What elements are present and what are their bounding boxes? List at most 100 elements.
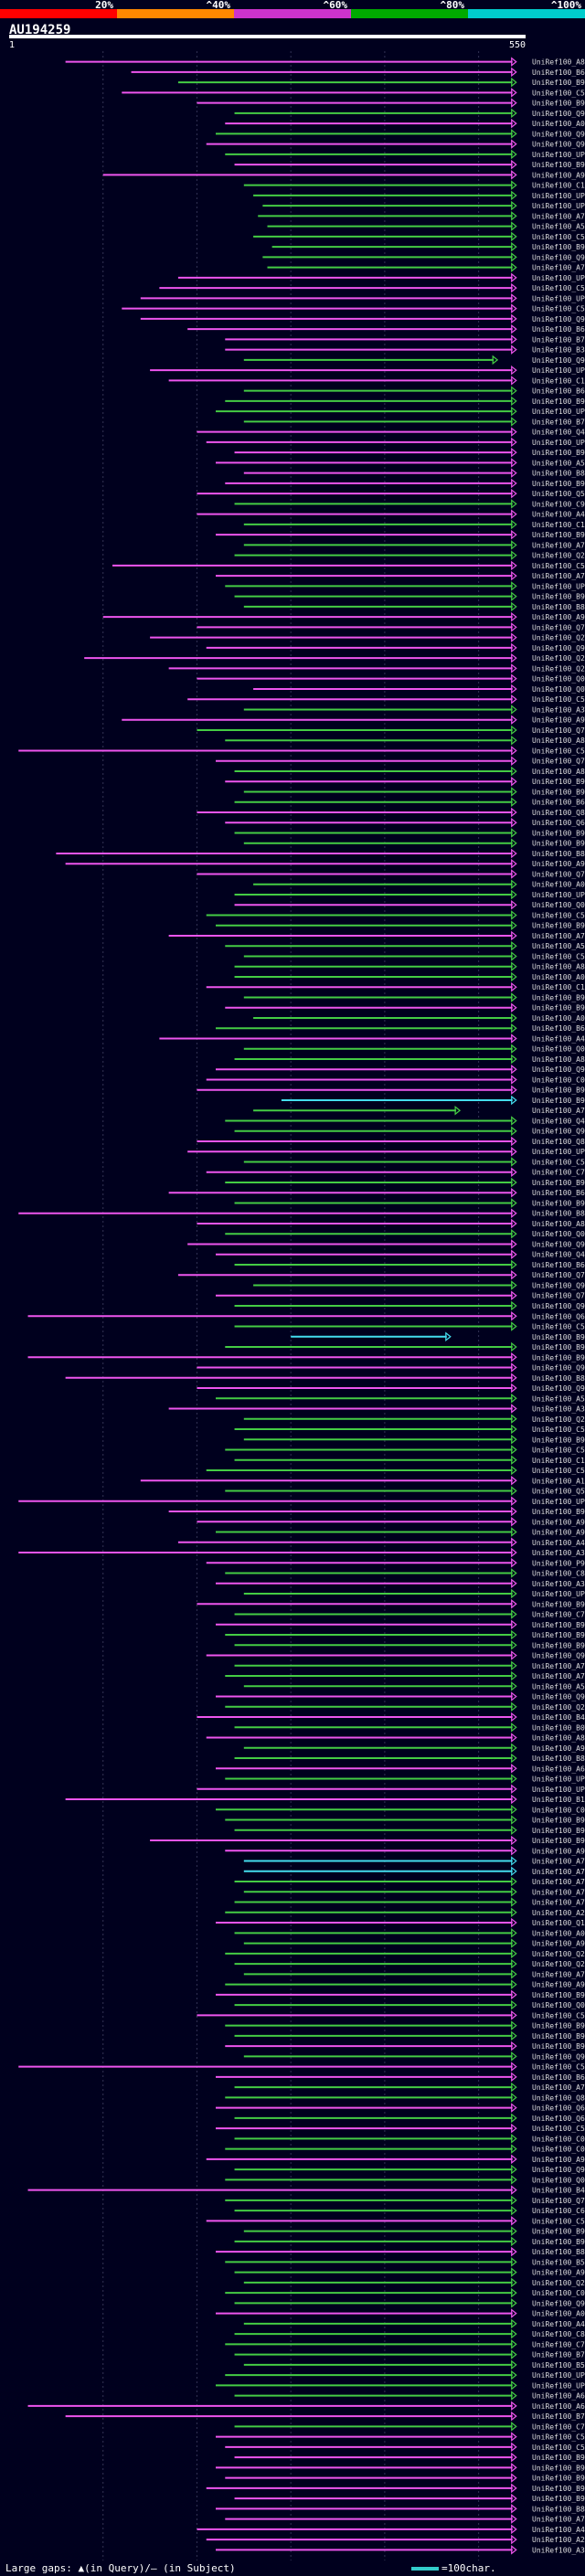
hit-row[interactable]: UniRef100_Q9SGV6 [243,2051,585,2062]
hit-row[interactable]: UniRef100_Q9XIH5 [234,1126,585,1136]
hit-label[interactable]: UniRef100_UP1000... [532,1776,585,1784]
hit-row[interactable]: UniRef100_C7GN71 [225,2339,585,2349]
hit-row[interactable]: UniRef100_B9I186 [243,838,585,848]
hit-row[interactable]: UniRef100_B6U7G4 [131,67,585,78]
hit-label[interactable]: UniRef100_B9MNY8 [532,2495,585,2503]
hit-label[interactable]: UniRef100_A9CJ38 [532,1940,585,1948]
hit-label[interactable]: UniRef100_C1UAR6 [532,1457,585,1465]
hit-label[interactable]: UniRef100_B9HAR6 [532,2042,585,2051]
hit-row[interactable]: UniRef100_A3GRU5 [216,2545,585,2555]
hit-label[interactable]: UniRef100_A5C3K3 [532,1682,585,1691]
hit-label[interactable]: UniRef100_UP1000... [532,294,585,302]
hit-row[interactable]: UniRef100_C1M7V1 [206,981,585,992]
hit-label[interactable]: UniRef100_A3JCV9 [532,1580,585,1588]
hit-label[interactable]: UniRef100_C8ZGR1 [532,2330,585,2338]
hit-label[interactable]: UniRef100_Q9FT51 [532,356,585,365]
hit-row[interactable]: UniRef100_A7PQH0 [225,2514,585,2524]
hit-label[interactable]: UniRef100_C7ZZD2 [532,2422,585,2431]
hit-row[interactable]: UniRef100_B9SEG2 [271,241,585,252]
hit-label[interactable]: UniRef100_B9RLL5 [532,1991,585,1999]
hit-label[interactable]: UniRef100_Q9FLK0 [532,1281,585,1289]
hit-label[interactable]: UniRef100_A9TKZ5 [532,171,585,179]
hit-label[interactable]: UniRef100_A0Q3V0 [532,1014,585,1023]
hit-row[interactable]: UniRef100_Q4PR85 [225,1116,585,1126]
hit-label[interactable]: UniRef100_UP1000... [532,1590,585,1598]
hit-row[interactable]: UniRef100_B9RJZ6 [234,1825,585,1836]
hit-label[interactable]: UniRef100_B6SGD4 [532,387,585,396]
hit-label[interactable]: UniRef100_A8X835 [532,1055,585,1064]
hit-row[interactable]: UniRef100_C7YB84 [206,1167,585,1177]
hit-row[interactable]: UniRef100_C0LI38 [225,2287,585,2298]
hit-label[interactable]: UniRef100_A3WVS2 [532,705,585,714]
hit-row[interactable]: UniRef100_C0LIA1 [216,1805,585,1815]
hit-label[interactable]: UniRef100_Q9ZUS5-2 [532,130,585,138]
hit-label[interactable]: UniRef100_Q0JBJ8 [532,675,585,684]
hit-row[interactable]: UniRef100_A5C3K3 [243,1681,585,1691]
hit-label[interactable]: UniRef100_A8IYC3 [532,58,585,67]
hit-row[interactable]: UniRef100_C0NUB3 [234,2134,585,2144]
hit-label[interactable]: UniRef100_B8BSTB [532,1210,585,1218]
hit-label[interactable]: UniRef100_C5YHG8 [532,747,585,755]
hit-row[interactable]: UniRef100_B0WJT2 [234,1723,585,1733]
hit-label[interactable]: UniRef100_UP1000... [532,1148,585,1156]
hit-row[interactable]: UniRef100_Q6FCF5 [234,2113,585,2124]
hit-label[interactable]: UniRef100_A5C4P7 [532,459,585,467]
hit-row[interactable]: UniRef100_A4HSP7 [159,1034,585,1044]
hit-row[interactable]: UniRef100_B7GB56 [243,417,585,427]
hit-row[interactable]: UniRef100_Q0J754 [234,1999,585,2010]
hit-row[interactable]: UniRef100_Q010Q0 [234,899,585,910]
hit-label[interactable]: UniRef100_A0NAA0 [532,120,585,128]
hit-label[interactable]: UniRef100_Q69FB5 [532,819,585,827]
hit-label[interactable]: UniRef100_A4VNP9 [532,2320,585,2328]
hit-row[interactable]: UniRef100_B5L0I8 [225,2257,585,2267]
hit-row[interactable]: UniRef100_B8BSTB [18,1208,585,1218]
hit-row[interactable]: UniRef100_B9RIF1 [281,1095,585,1106]
hit-row[interactable]: UniRef100_B9MN88 [234,1640,585,1650]
hit-label[interactable]: UniRef100_Q9XE30 [532,1384,585,1393]
hit-row[interactable]: UniRef100_Q6BS61 [216,2103,585,2113]
hit-label[interactable]: UniRef100_B9R5N2 [532,1600,585,1608]
hit-label[interactable]: UniRef100_Q9LDD4 [532,644,585,652]
hit-label[interactable]: UniRef100_A7P7M1 [532,932,585,940]
hit-row[interactable]: UniRef100_A7PDV2 [243,1856,585,1866]
hit-row[interactable]: UniRef100_B7ZCV5 [225,334,585,345]
hit-label[interactable]: UniRef100_B9HHD4 [532,398,585,406]
hit-label[interactable]: UniRef100_C5XRP0 [532,562,585,570]
hit-row[interactable]: UniRef100_A9TSB4 [197,1517,585,1527]
hit-row[interactable]: UniRef100_A4VNP9 [243,2318,585,2329]
hit-row[interactable]: UniRef100_C1E0D6 [168,376,585,386]
hit-row[interactable]: UniRef100_UP1000... [150,365,585,376]
hit-label[interactable]: UniRef100_Q2ZMH6 [532,2279,585,2287]
hit-label[interactable]: UniRef100_Q6FCF5 [532,2115,585,2123]
hit-label[interactable]: UniRef100_B9SLZ7 [532,2464,585,2472]
hit-row[interactable]: UniRef100_UP1000... [18,1496,585,1507]
hit-row[interactable]: UniRef100_A9CJ38 [243,1938,585,1948]
hit-label[interactable]: UniRef100_Q8RBF2 [532,2094,585,2102]
hit-row[interactable]: UniRef100_A0C2D3 [234,1928,585,1938]
hit-label[interactable]: UniRef100_B9LL31 [532,161,585,169]
hit-label[interactable]: UniRef100_B3S8S5 [532,346,585,355]
hit-label[interactable]: UniRef100_Q06728 [532,1230,585,1238]
hit-row[interactable]: UniRef100_B9RLL5 [216,1989,585,2000]
hit-row[interactable]: UniRef100_P96746 [206,1558,585,1568]
hit-row[interactable]: UniRef100_Q2V6G7 [84,652,585,663]
hit-label[interactable]: UniRef100_Q2UFL6 [532,1950,585,1958]
hit-row[interactable]: UniRef100_B9T6P5 [216,1619,585,1630]
hit-row[interactable]: UniRef100_B8BX45 [243,601,585,612]
hit-row[interactable]: UniRef100_B4LSY3 [197,1712,585,1723]
hit-label[interactable]: UniRef100_C0LIA1 [532,1806,585,1814]
hit-row[interactable]: UniRef100_B9RHR0 [225,1002,585,1012]
hit-row[interactable]: UniRef100_B9R5N2 [197,1599,585,1609]
hit-label[interactable]: UniRef100_Q9SFH8 [532,2299,585,2307]
hit-row[interactable]: UniRef100_Q7PC85 [177,1270,585,1280]
hit-label[interactable]: UniRef100_A3B8Q2 [532,1405,585,1414]
hit-label[interactable]: UniRef100_Q9S2R9 [532,253,585,261]
hit-row[interactable]: UniRef100_UP1000... [206,437,585,448]
hit-label[interactable]: UniRef100_Q7SH78 [532,870,585,878]
hit-row[interactable]: UniRef100_B8F3V3 [216,2504,585,2514]
hit-label[interactable]: UniRef100_A8P4Y7 [532,1734,585,1743]
hit-label[interactable]: UniRef100_B9RIF0 [532,531,585,539]
hit-label[interactable]: UniRef100_B5L0I8 [532,2258,585,2266]
hit-label[interactable]: UniRef100_UP1000... [532,2381,585,2390]
hit-label[interactable]: UniRef100_Q5W274 [532,1488,585,1496]
